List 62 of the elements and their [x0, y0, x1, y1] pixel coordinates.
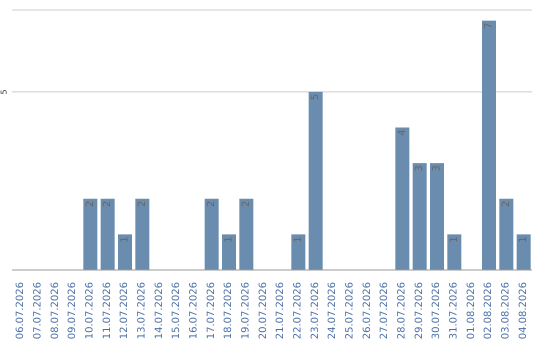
bar	[118, 234, 132, 270]
data-label: 4	[396, 130, 408, 136]
bar	[204, 198, 219, 270]
bar	[83, 198, 98, 270]
x-tick-label: 21.07.2026	[275, 282, 286, 340]
data-label: 1	[448, 236, 460, 243]
x-tick-label: 19.07.2026	[240, 282, 252, 340]
x-tick-label: 10.07.2026	[84, 282, 96, 340]
bar	[308, 92, 323, 270]
x-tick-label: 01.08.2026	[466, 282, 477, 340]
bar	[482, 20, 496, 270]
bar	[239, 198, 254, 270]
x-tick-label: 09.07.2026	[67, 282, 78, 340]
bar	[135, 198, 150, 270]
x-tick-label: 03.08.2026	[500, 282, 512, 340]
x-tick-label: 20.07.2026	[258, 282, 269, 340]
data-label: 3	[414, 165, 426, 172]
x-tick-label: 27.07.2026	[379, 282, 390, 340]
x-tick-label: 07.07.2026	[32, 282, 44, 340]
data-label: 2	[206, 200, 218, 208]
data-label: 2	[136, 200, 148, 208]
x-tick-label: 16.07.2026	[188, 282, 200, 340]
bar	[100, 198, 115, 270]
x-tick-label: 22.07.2026	[292, 282, 304, 340]
x-tick-label: 04.08.2026	[518, 282, 529, 340]
data-label: 1	[120, 236, 130, 243]
bar	[395, 128, 410, 270]
bar	[447, 234, 462, 270]
x-tick-label: 18.07.2026	[223, 282, 234, 340]
bar	[516, 234, 531, 270]
x-tick-label: 28.07.2026	[396, 282, 408, 340]
x-tick-label: 25.07.2026	[344, 282, 356, 340]
bar	[499, 198, 514, 270]
bar	[412, 163, 427, 270]
x-tick-label: 13.07.2026	[136, 282, 148, 340]
x-tick-label: 31.07.2026	[448, 282, 460, 340]
bar	[222, 234, 236, 270]
data-label: 5	[310, 94, 322, 100]
data-label: 2	[500, 200, 512, 208]
data-label: 7	[484, 22, 494, 30]
x-tick-label: 26.07.2026	[362, 282, 373, 340]
x-tick-label: 24.07.2026	[327, 282, 338, 340]
x-tick-label: 30.07.2026	[431, 282, 442, 340]
x-tick-label: 06.07.2026	[15, 282, 26, 340]
data-label: 3	[432, 165, 442, 172]
x-tick-label: 23.07.2026	[310, 282, 321, 340]
bar	[291, 234, 306, 270]
x-tick-label: 14.07.2026	[154, 282, 165, 340]
x-tick-label: 12.07.2026	[119, 282, 130, 340]
data-label: 1	[224, 236, 234, 243]
data-label: 2	[240, 200, 252, 208]
data-label: 2	[84, 200, 96, 208]
data-label: 2	[102, 200, 114, 208]
data-label: 1	[518, 236, 530, 243]
bar	[430, 163, 444, 270]
x-tick-label: 08.07.2026	[50, 282, 61, 340]
data-label: 1	[292, 236, 304, 243]
x-tick-label: 11.07.2026	[102, 282, 113, 340]
x-tick-label: 17.07.2026	[206, 282, 217, 340]
x-tick-label: 29.07.2026	[414, 282, 425, 340]
x-tick-label: 02.08.2026	[483, 282, 494, 340]
x-tick-label: 15.07.2026	[171, 282, 182, 340]
